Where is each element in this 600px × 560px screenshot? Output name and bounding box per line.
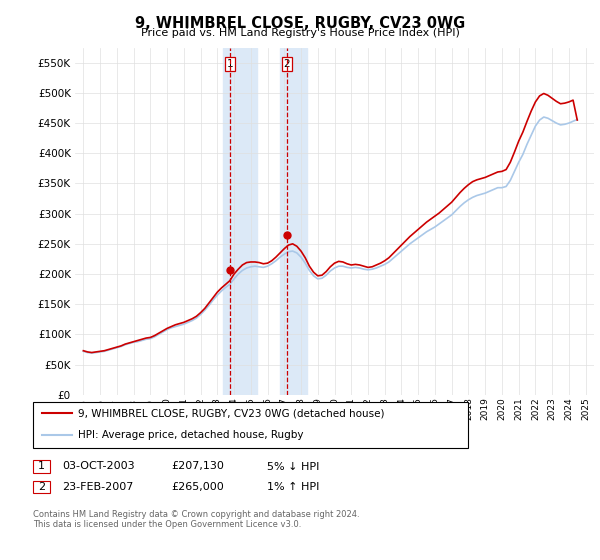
Text: 1% ↑ HPI: 1% ↑ HPI [267,482,319,492]
Text: £207,130: £207,130 [171,461,224,472]
Bar [223,48,257,395]
Text: 9, WHIMBREL CLOSE, RUGBY, CV23 0WG: 9, WHIMBREL CLOSE, RUGBY, CV23 0WG [135,16,465,31]
Text: £265,000: £265,000 [171,482,224,492]
Text: 5% ↓ HPI: 5% ↓ HPI [267,461,319,472]
Text: Price paid vs. HM Land Registry's House Price Index (HPI): Price paid vs. HM Land Registry's House … [140,28,460,38]
Bar [280,48,307,395]
Text: HPI: Average price, detached house, Rugby: HPI: Average price, detached house, Rugb… [78,430,304,440]
Text: 03-OCT-2003: 03-OCT-2003 [62,461,134,472]
Text: 9, WHIMBREL CLOSE, RUGBY, CV23 0WG (detached house): 9, WHIMBREL CLOSE, RUGBY, CV23 0WG (deta… [78,408,385,418]
Text: 2: 2 [283,59,290,69]
Text: 1: 1 [227,59,233,69]
Text: 2: 2 [38,482,45,492]
Text: 1: 1 [38,461,45,472]
Text: 23-FEB-2007: 23-FEB-2007 [62,482,133,492]
Text: Contains HM Land Registry data © Crown copyright and database right 2024.
This d: Contains HM Land Registry data © Crown c… [33,510,359,529]
